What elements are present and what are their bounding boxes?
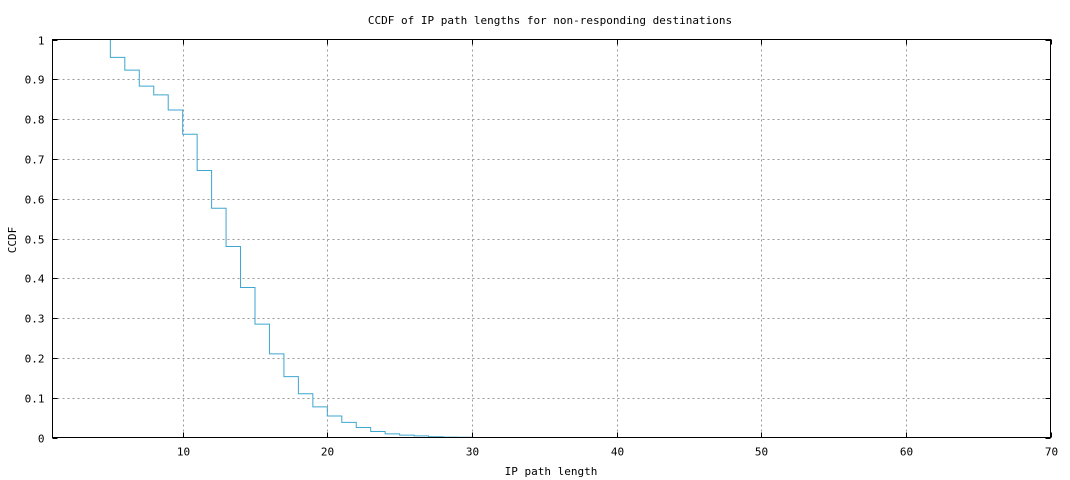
x-tick-label: 40	[611, 446, 624, 459]
x-tick-label: 70	[1045, 446, 1058, 459]
y-tick-label: 0.9	[25, 74, 45, 87]
y-tick-label: 0.4	[25, 273, 45, 286]
y-tick-label: 0.1	[25, 393, 45, 406]
x-tick-label: 30	[466, 446, 479, 459]
y-axis-label: CCDF	[6, 227, 19, 254]
x-tick-label: 50	[755, 446, 768, 459]
y-tick-label: 0.2	[25, 353, 45, 366]
series-layer	[109, 39, 473, 438]
y-tick-label: 0.8	[25, 114, 45, 127]
tick-layer: 0 0.1 0.2 0.3 0.4 0.5 0.6 0.7 0.8 0.9 1 10 20 30 40 50 6…	[25, 35, 1059, 459]
y-tick-label: 0.7	[25, 154, 45, 167]
grid-layer	[52, 39, 1051, 438]
y-tick-label: 0.6	[25, 194, 45, 207]
x-axis-label: IP path length	[505, 465, 598, 478]
chart-title: CCDF of IP path lengths for non-respondi…	[368, 14, 732, 27]
plot-frame	[52, 39, 1051, 438]
y-tick-label: 0.3	[25, 313, 45, 326]
y-tick-label: 0.5	[25, 234, 45, 247]
x-tick-label: 20	[321, 446, 334, 459]
y-tick-label: 1	[38, 35, 45, 48]
x-tick-label: 10	[177, 446, 190, 459]
x-tick-label: 60	[900, 446, 913, 459]
y-tick-label: 0	[38, 433, 45, 446]
ccdf-series-line	[109, 39, 473, 438]
